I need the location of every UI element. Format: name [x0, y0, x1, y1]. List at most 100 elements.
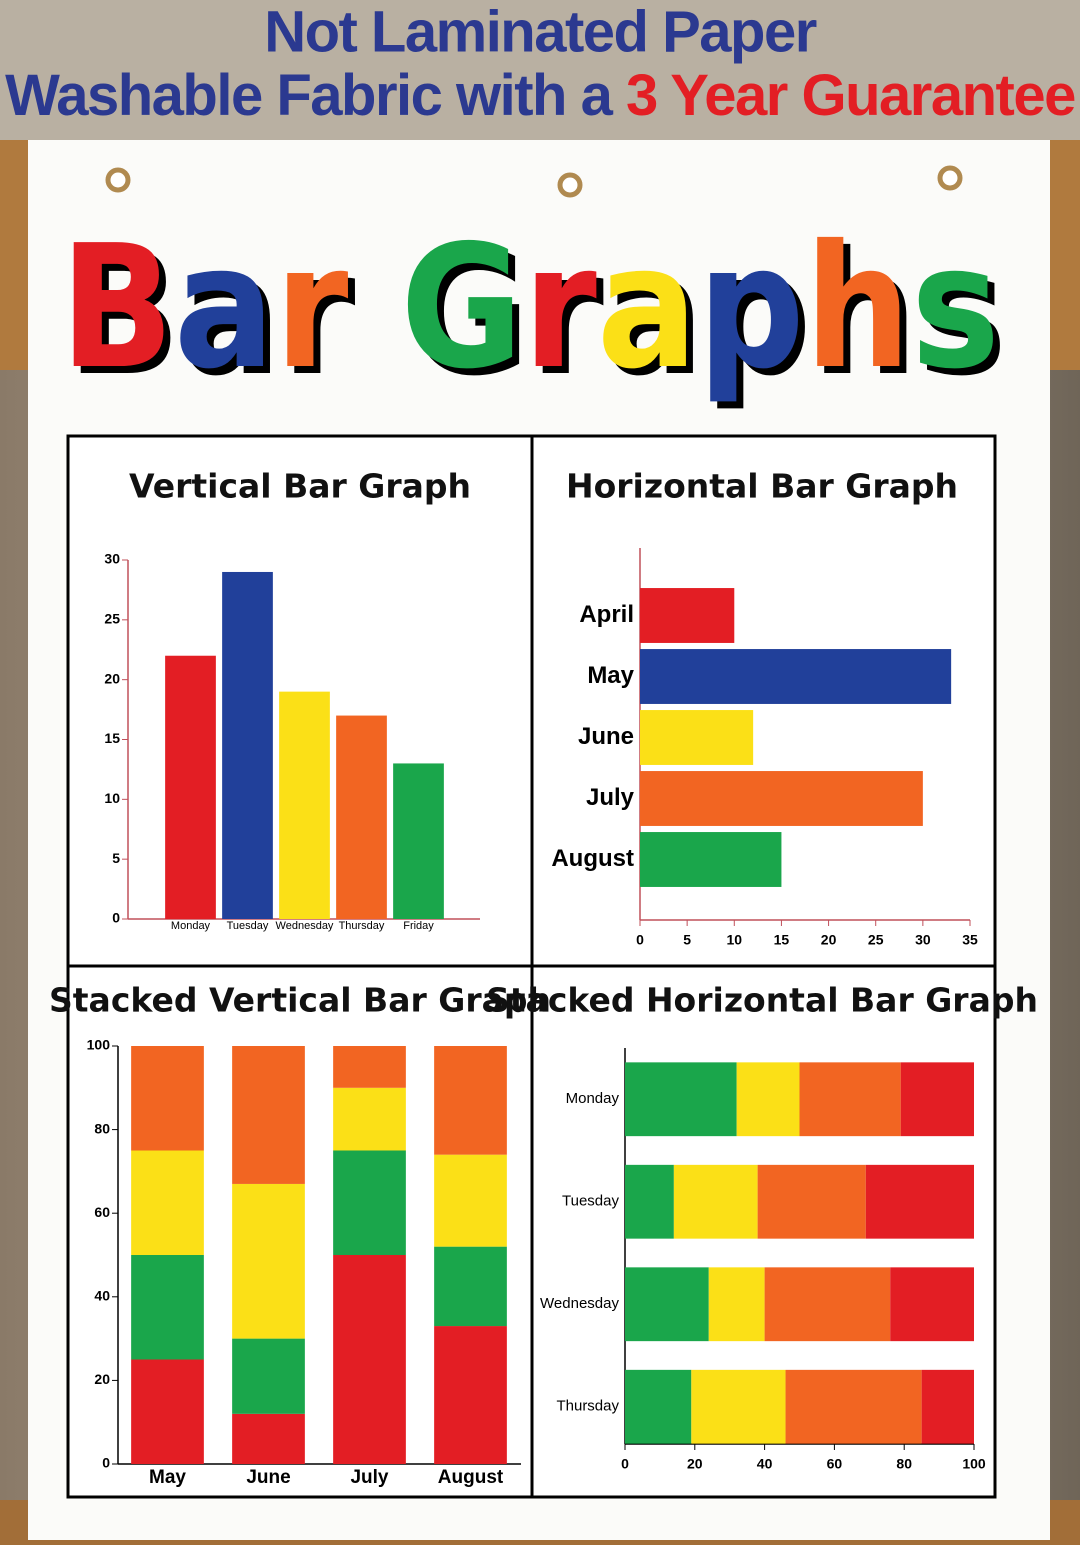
bar [333, 1255, 406, 1464]
bar [131, 1046, 204, 1151]
x-tick-label: 25 [868, 932, 884, 948]
grommet [937, 165, 963, 191]
bar [434, 1046, 507, 1155]
title-letter: G [400, 209, 523, 407]
chart-title: Horizontal Bar Graph [566, 467, 958, 506]
bar [131, 1359, 204, 1464]
bar [640, 649, 952, 704]
bar [799, 1062, 901, 1137]
bar [625, 1164, 674, 1239]
bar [222, 571, 273, 919]
grommet [105, 167, 131, 193]
category-label: July [586, 784, 635, 811]
x-tick-label: 20 [821, 932, 837, 948]
bar [232, 1413, 305, 1464]
chart-title: Vertical Bar Graph [129, 467, 471, 506]
title-letter: a [597, 209, 698, 407]
chart-title: Stacked Vertical Bar Graph [49, 981, 551, 1020]
title-letter: s [911, 209, 1000, 407]
bar [333, 1087, 406, 1151]
bar [333, 1046, 406, 1088]
x-tick-label: 15 [774, 932, 790, 948]
header-band [0, 0, 1080, 140]
header-line1: Not Laminated Paper [264, 0, 817, 64]
category-label: August [551, 845, 634, 872]
bar [625, 1369, 692, 1444]
bar [434, 1326, 507, 1464]
category-label: May [587, 662, 634, 689]
y-tick-label: 60 [94, 1204, 110, 1220]
y-tick-label: 100 [87, 1037, 111, 1053]
chart-title: Stacked Horizontal Bar Graph [486, 981, 1038, 1020]
bar [165, 655, 216, 919]
x-tick-label: 40 [757, 1456, 773, 1472]
y-tick-label: 20 [94, 1371, 110, 1387]
bar [764, 1267, 891, 1342]
bar [900, 1062, 974, 1137]
header-highlight: 3 Year Guarantee [626, 63, 1075, 128]
y-tick-label: 5 [112, 850, 120, 866]
x-tick-label: 30 [915, 932, 931, 948]
category-label: Wednesday [276, 920, 334, 932]
bar [640, 832, 782, 887]
bar [785, 1369, 922, 1444]
bar [434, 1246, 507, 1327]
x-tick-label: 100 [962, 1456, 986, 1472]
y-tick-label: 10 [104, 790, 120, 806]
category-label: May [149, 1467, 186, 1488]
bar [640, 588, 735, 643]
category-label: June [578, 723, 634, 750]
category-label: June [246, 1467, 290, 1488]
title-letter: a [174, 209, 275, 407]
bar [640, 771, 923, 826]
y-tick-label: 80 [94, 1120, 110, 1136]
title-letter [348, 209, 400, 407]
poster-title: Bar Graphs [60, 209, 1000, 407]
bar [232, 1183, 305, 1339]
title-letter: B [60, 209, 174, 407]
x-tick-label: 0 [621, 1456, 629, 1472]
header-text: Washable Fabric with a [5, 63, 613, 128]
title-letter: r [275, 209, 349, 407]
bar [625, 1062, 737, 1137]
bar [625, 1267, 709, 1342]
bar [890, 1267, 974, 1342]
category-label: Thursday [556, 1398, 619, 1415]
category-label: Wednesday [540, 1295, 619, 1312]
x-tick-label: 80 [896, 1456, 912, 1472]
y-tick-label: 40 [94, 1288, 110, 1304]
bar [640, 710, 754, 765]
y-tick-label: 0 [102, 1455, 110, 1471]
category-label: Monday [171, 920, 211, 932]
x-tick-label: 35 [962, 932, 978, 948]
category-label: Thursday [339, 920, 385, 932]
title-letter: r [523, 209, 597, 407]
category-label: Tuesday [562, 1193, 619, 1210]
x-tick-label: 0 [636, 932, 644, 948]
bar [333, 1150, 406, 1255]
bar [434, 1154, 507, 1247]
x-tick-label: 60 [827, 1456, 843, 1472]
category-label: April [579, 601, 634, 628]
bar [673, 1164, 758, 1239]
bar [232, 1338, 305, 1414]
bar [131, 1150, 204, 1255]
category-label: August [438, 1467, 504, 1488]
x-tick-label: 10 [726, 932, 742, 948]
bar [865, 1164, 974, 1239]
bar [279, 691, 330, 919]
category-label: Monday [566, 1090, 620, 1107]
category-label: Friday [403, 920, 434, 932]
bar [708, 1267, 765, 1342]
x-tick-label: 20 [687, 1456, 703, 1472]
bar [691, 1369, 786, 1444]
y-tick-label: 25 [104, 611, 120, 627]
bar [736, 1062, 800, 1137]
bar [757, 1164, 866, 1239]
bar [393, 763, 444, 919]
title-letter: p [698, 209, 805, 407]
y-tick-label: 20 [104, 670, 120, 686]
bar [336, 715, 387, 919]
grommet [557, 172, 583, 198]
